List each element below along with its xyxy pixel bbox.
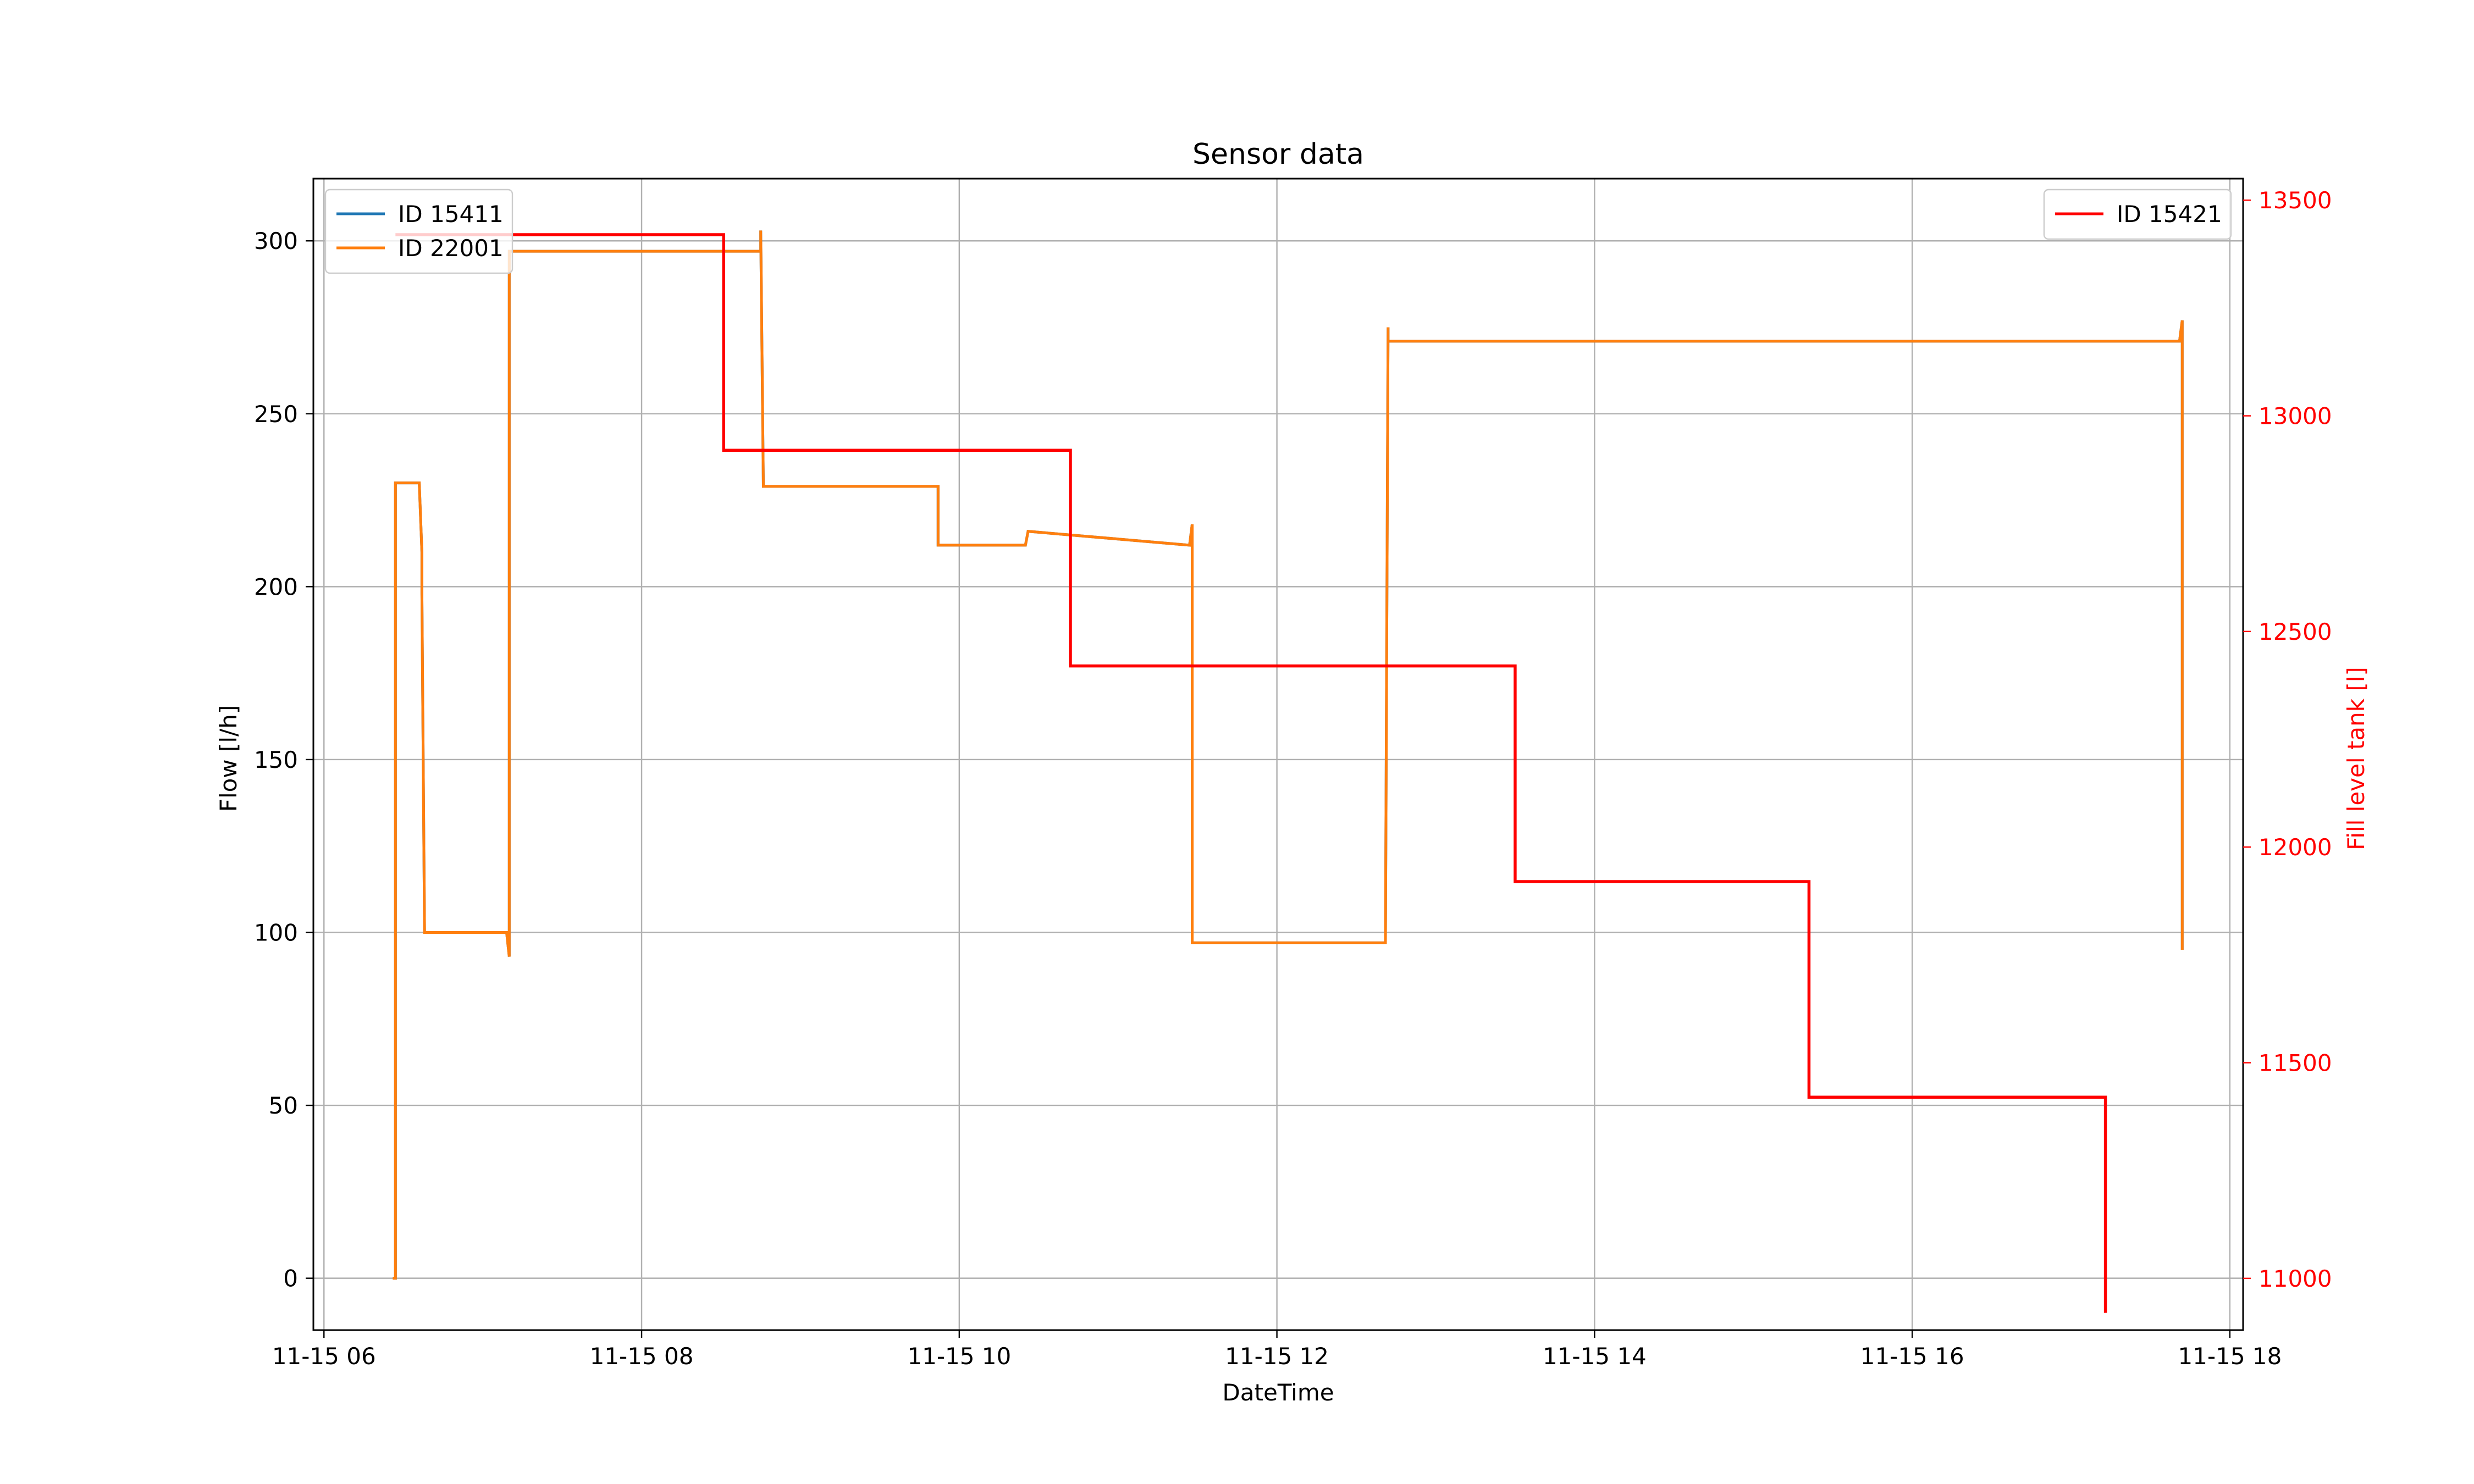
- legend-right: ID 15421: [2043, 189, 2232, 240]
- series-line-id-15421: [395, 233, 2107, 1313]
- y2-tick-label: 13500: [2258, 187, 2332, 214]
- series-line-id-15411: [393, 230, 2184, 1280]
- y-tick-label: 200: [254, 573, 298, 600]
- legend-label: ID 22001: [398, 235, 504, 262]
- x-tick-label: 11-15 06: [272, 1343, 376, 1370]
- y2-axis-ticks: 11000 11500 12000 12500 13000 13500: [2243, 187, 2332, 1292]
- x-axis-label: DateTime: [1222, 1379, 1334, 1406]
- x-tick-label: 11-15 12: [1225, 1343, 1329, 1370]
- y2-axis-label: Fill level tank [l]: [2343, 667, 2370, 850]
- y-tick-label: 0: [283, 1265, 298, 1292]
- y2-tick-label: 11000: [2258, 1265, 2332, 1292]
- x-tick-label: 11-15 08: [590, 1343, 694, 1370]
- y2-tick-label: 12500: [2258, 618, 2332, 645]
- y2-tick-label: 11500: [2258, 1050, 2332, 1077]
- legend-left: ID 15411 ID 22001: [324, 189, 513, 274]
- y-axis-ticks: 0 50 100 150 200 250 300: [254, 228, 313, 1292]
- y-tick-label: 150: [254, 746, 298, 773]
- axes-frame: [312, 178, 2244, 1331]
- y-tick-label: 50: [269, 1092, 298, 1119]
- x-axis-ticks: 11-15 06 11-15 08 11-15 10 11-15 12 11-15 14…: [272, 1330, 2282, 1370]
- x-tick-label: 11-15 10: [907, 1343, 1011, 1370]
- legend-box: [2043, 189, 2232, 240]
- series-line-id-22001: [393, 230, 2184, 1280]
- y2-tick-label: 12000: [2258, 834, 2332, 861]
- y-tick-label: 100: [254, 920, 298, 946]
- grid: [313, 179, 2243, 1330]
- x-tick-label: 11-15 14: [1543, 1343, 1647, 1370]
- chart-title: Sensor data: [1192, 138, 1364, 171]
- legend-label: ID 15411: [398, 201, 504, 228]
- x-tick-label: 11-15 16: [1860, 1343, 1964, 1370]
- legend-box: [324, 189, 513, 274]
- y-tick-label: 300: [254, 228, 298, 254]
- legend-label: ID 15421: [2117, 201, 2222, 228]
- y2-tick-label: 13000: [2258, 403, 2332, 430]
- x-tick-label: 11-15 18: [2178, 1343, 2282, 1370]
- y-tick-label: 250: [254, 401, 298, 428]
- series-left-axis: [393, 230, 2184, 1280]
- y-axis-label: Flow [l/h]: [215, 705, 242, 812]
- series-right-axis: [395, 233, 2107, 1313]
